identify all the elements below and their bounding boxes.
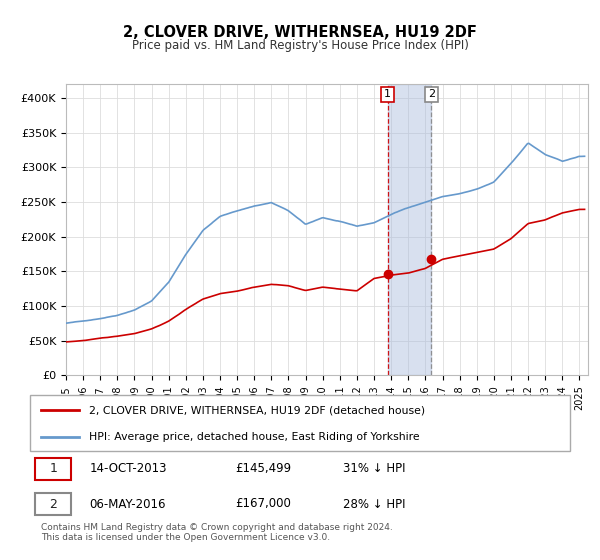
Text: 2: 2 — [49, 497, 57, 511]
FancyBboxPatch shape — [30, 395, 570, 451]
Text: 28% ↓ HPI: 28% ↓ HPI — [343, 497, 406, 511]
Text: Contains HM Land Registry data © Crown copyright and database right 2024.
This d: Contains HM Land Registry data © Crown c… — [41, 522, 392, 542]
Text: 31% ↓ HPI: 31% ↓ HPI — [343, 462, 406, 475]
Text: 14-OCT-2013: 14-OCT-2013 — [89, 462, 167, 475]
FancyBboxPatch shape — [35, 458, 71, 480]
Text: HPI: Average price, detached house, East Riding of Yorkshire: HPI: Average price, detached house, East… — [89, 432, 420, 442]
Text: Price paid vs. HM Land Registry's House Price Index (HPI): Price paid vs. HM Land Registry's House … — [131, 39, 469, 52]
Text: 1: 1 — [49, 462, 57, 475]
Text: £145,499: £145,499 — [235, 462, 292, 475]
FancyBboxPatch shape — [35, 493, 71, 515]
Text: £167,000: £167,000 — [235, 497, 291, 511]
Text: 1: 1 — [384, 90, 391, 100]
Text: 2, CLOVER DRIVE, WITHERNSEA, HU19 2DF (detached house): 2, CLOVER DRIVE, WITHERNSEA, HU19 2DF (d… — [89, 405, 425, 416]
Text: 2: 2 — [428, 90, 435, 100]
Bar — [388, 84, 431, 375]
Text: 2, CLOVER DRIVE, WITHERNSEA, HU19 2DF: 2, CLOVER DRIVE, WITHERNSEA, HU19 2DF — [123, 25, 477, 40]
Text: 06-MAY-2016: 06-MAY-2016 — [89, 497, 166, 511]
